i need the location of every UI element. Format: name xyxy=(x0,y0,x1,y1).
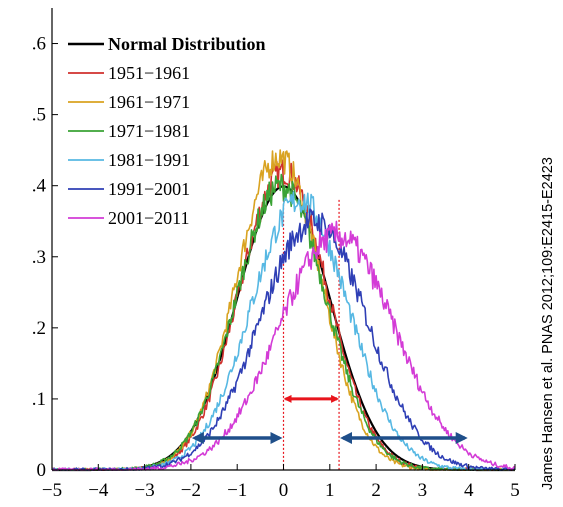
y-tick-label: .2 xyxy=(32,318,46,339)
legend-label-5: 1991−2001 xyxy=(108,179,190,199)
legend-label-6: 2001−2011 xyxy=(108,208,189,228)
axes: −5 −4 −3 −2 −1 0 1 2 3 4 5 0 .1 .2 .3 .4 .5 .6 xyxy=(32,8,520,501)
x-tick-label: −3 xyxy=(134,480,154,501)
y-tick-label: .1 xyxy=(32,389,46,410)
x-tick-label: 4 xyxy=(464,480,474,501)
x-tick-label: 5 xyxy=(510,480,520,501)
x-tick-label: 0 xyxy=(279,480,289,501)
x-tick-label: −2 xyxy=(181,480,201,501)
legend: Normal Distribution 1951−1961 1961−1971 197… xyxy=(68,34,266,228)
legend-label-0: Normal Distribution xyxy=(108,34,266,54)
x-tick-label: −4 xyxy=(88,480,109,501)
y-tick-label: .4 xyxy=(32,176,47,197)
legend-label-1: 1951−1961 xyxy=(108,63,190,83)
legend-label-3: 1971−1981 xyxy=(108,121,190,141)
x-tick-label: −5 xyxy=(42,480,62,501)
series-line-6 xyxy=(52,220,516,471)
legend-label-2: 1961−1971 xyxy=(108,92,190,112)
x-tick-label: 3 xyxy=(418,480,428,501)
x-tick-label: 2 xyxy=(371,480,381,501)
y-tick-label: 0 xyxy=(37,460,47,481)
y-tick-label: .3 xyxy=(32,247,46,268)
credit-text: James Hansen et al. PNAS 2012;109:E2415-… xyxy=(540,157,556,490)
legend-label-4: 1981−1991 xyxy=(108,150,190,170)
y-tick-label: .5 xyxy=(32,105,46,126)
y-tick-label: .6 xyxy=(32,34,46,55)
x-tick-label: −1 xyxy=(227,480,247,501)
x-tick-label: 1 xyxy=(325,480,335,501)
